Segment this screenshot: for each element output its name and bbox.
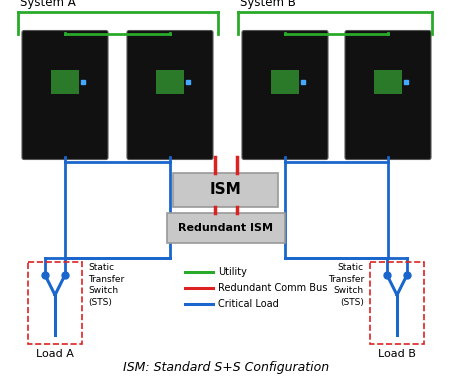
Text: Redundant Comm Bus: Redundant Comm Bus xyxy=(217,283,327,293)
Bar xyxy=(373,70,401,94)
Text: System A: System A xyxy=(20,0,76,9)
Text: Load A: Load A xyxy=(36,349,74,359)
Text: ISM: Standard S+S Configuration: ISM: Standard S+S Configuration xyxy=(123,362,328,374)
FancyBboxPatch shape xyxy=(241,30,327,160)
Bar xyxy=(156,70,184,94)
Text: System B: System B xyxy=(239,0,295,9)
Bar xyxy=(166,213,285,243)
Text: ISM: ISM xyxy=(210,183,241,197)
Text: Utility: Utility xyxy=(217,267,246,277)
Text: Critical Load: Critical Load xyxy=(217,299,278,309)
Bar xyxy=(369,262,423,344)
FancyBboxPatch shape xyxy=(344,30,430,160)
Bar xyxy=(28,262,82,344)
Bar xyxy=(173,173,278,207)
FancyBboxPatch shape xyxy=(127,30,212,160)
Text: Static
Transfer
Switch
(STS): Static Transfer Switch (STS) xyxy=(88,263,124,307)
Text: Redundant ISM: Redundant ISM xyxy=(178,223,273,233)
Text: Load B: Load B xyxy=(377,349,415,359)
Text: Static
Transfer
Switch
(STS): Static Transfer Switch (STS) xyxy=(327,263,363,307)
FancyBboxPatch shape xyxy=(22,30,108,160)
Bar xyxy=(51,70,79,94)
Bar xyxy=(271,70,299,94)
